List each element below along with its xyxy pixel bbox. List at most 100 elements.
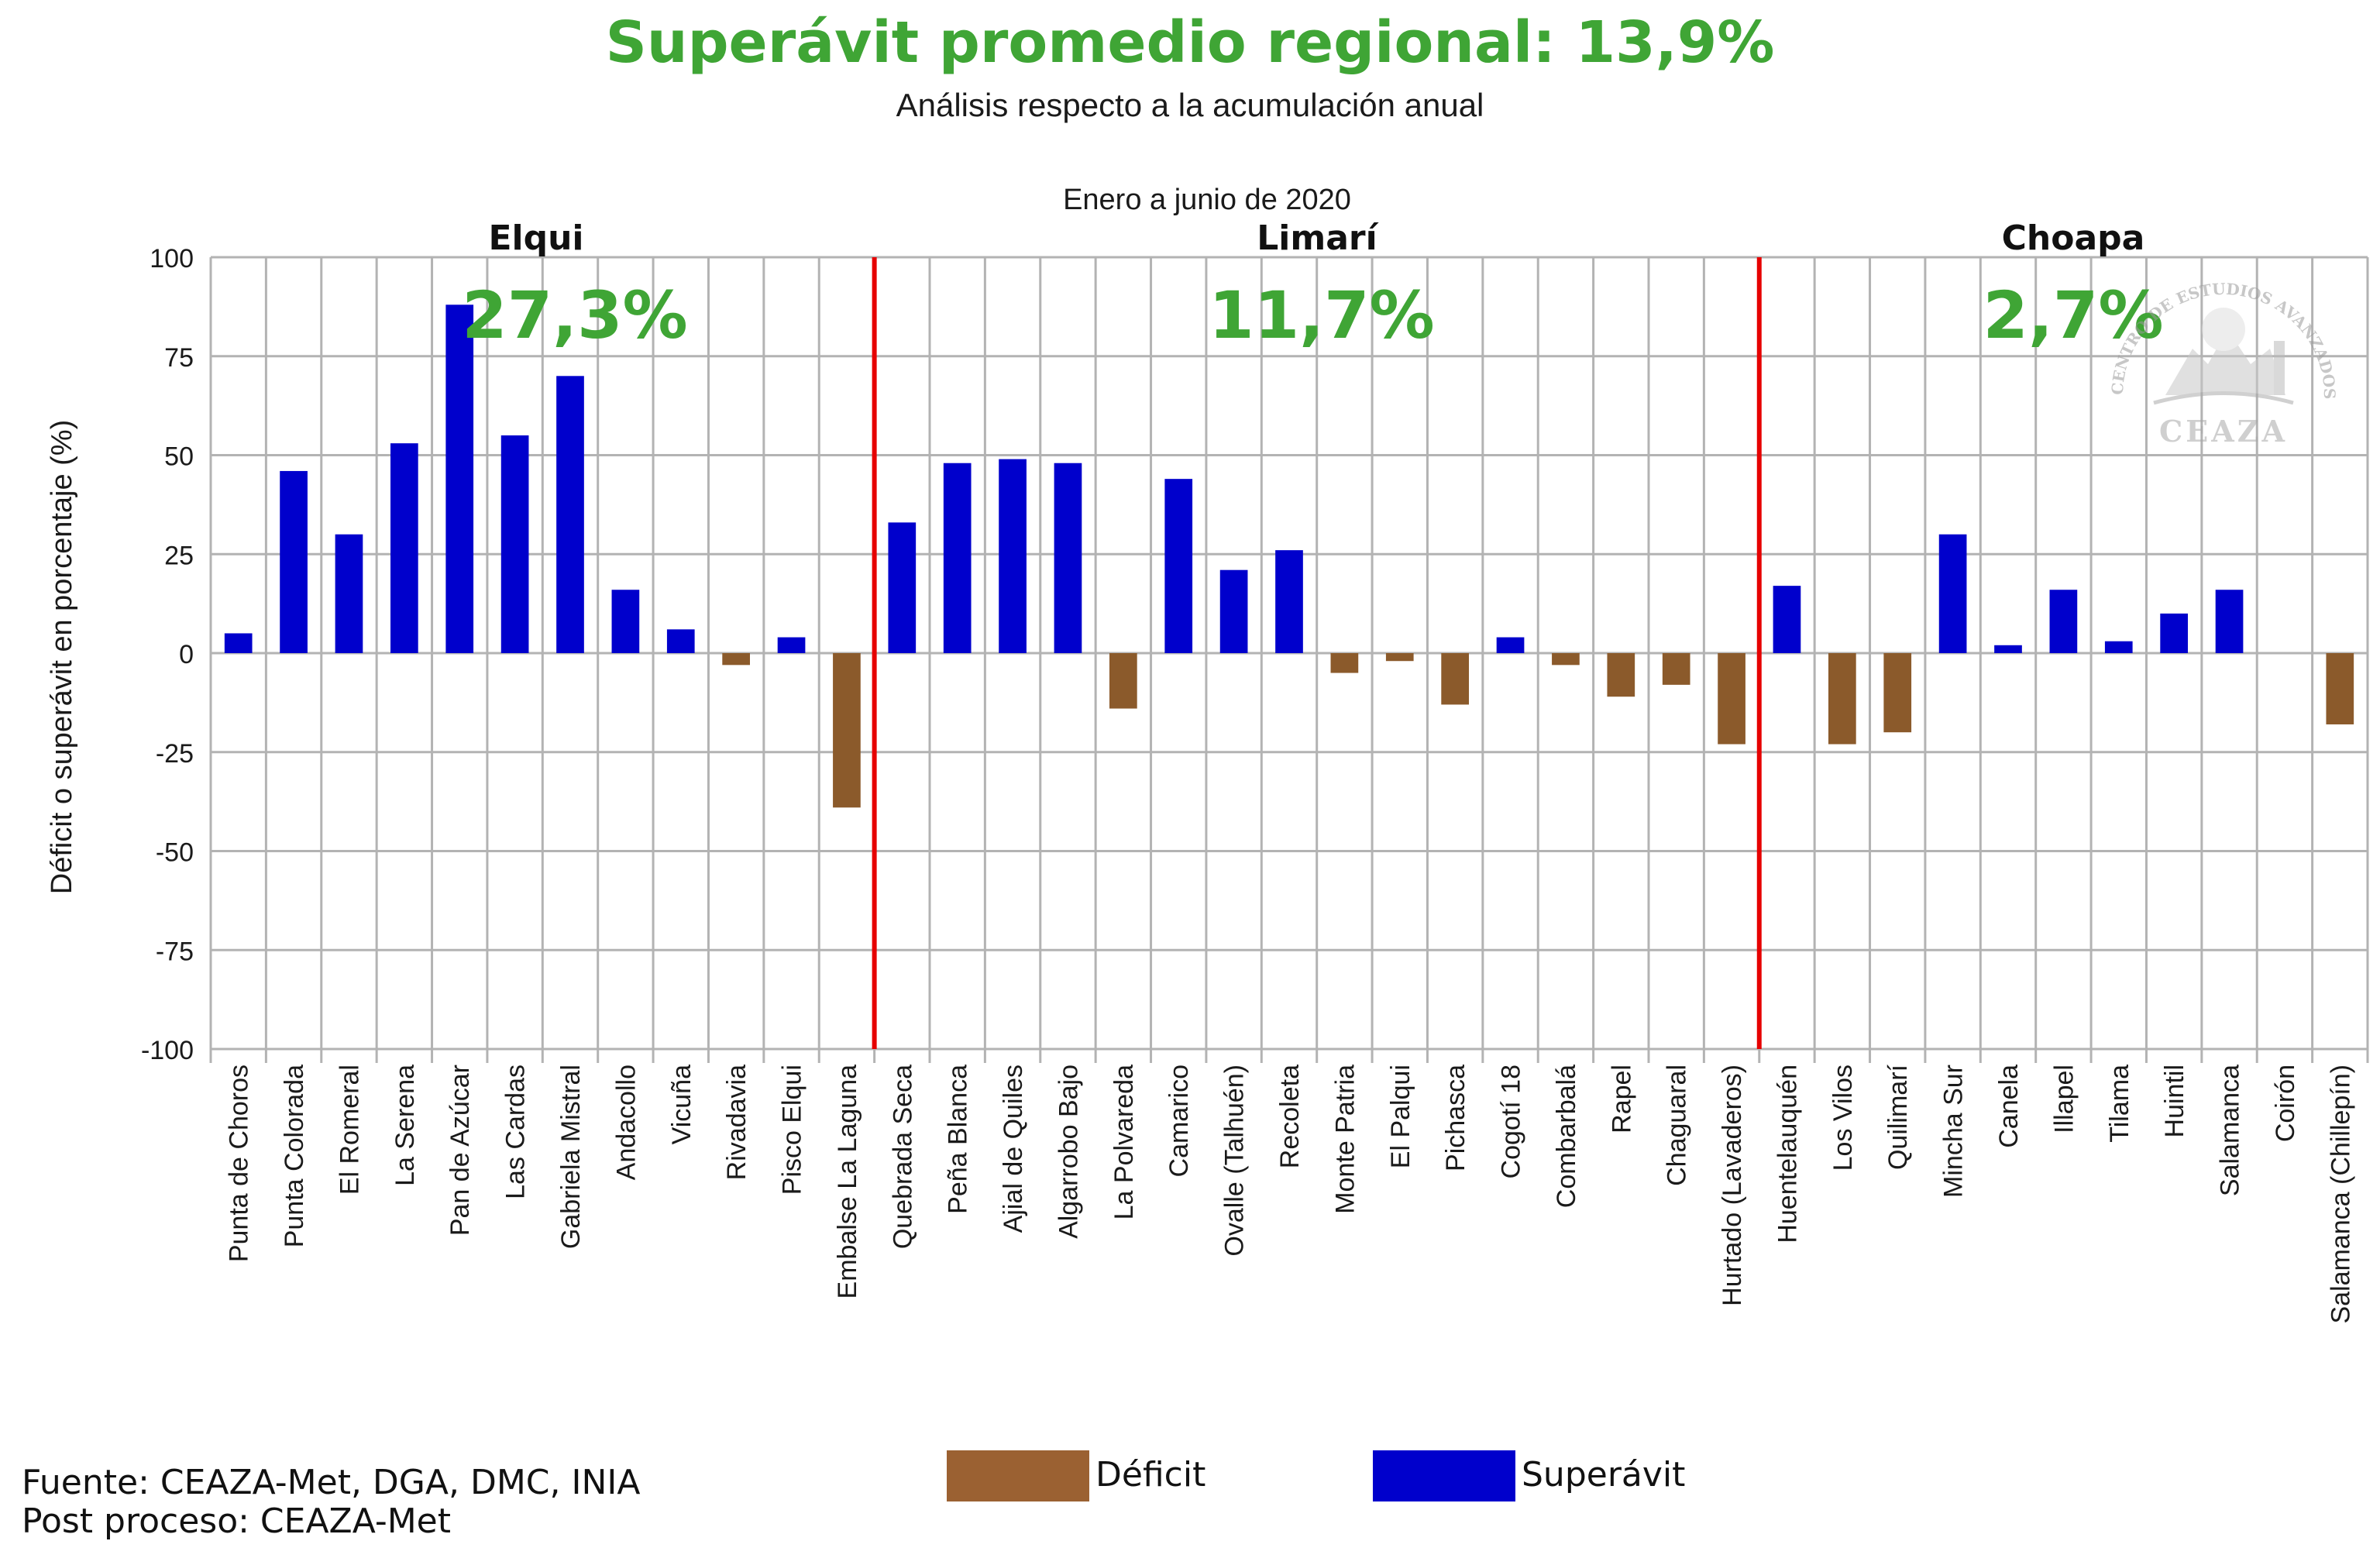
- y-tick-label: 50: [164, 442, 194, 472]
- bar-pan-de-azúcar: [445, 304, 474, 653]
- x-tick-label: Salamanca: [2216, 1065, 2245, 1196]
- region-value: 2,7%: [1983, 277, 2164, 353]
- bar-la-polvareda: [1109, 653, 1137, 709]
- x-tick-label: Huentelauquén: [1773, 1065, 1802, 1243]
- bar-combarbalá: [1552, 653, 1580, 666]
- x-tick-label: Hurtado (Lavaderos): [1718, 1065, 1747, 1306]
- x-tick-label: Ovalle (Talhuén): [1220, 1065, 1250, 1257]
- bar-gabriela-mistral: [556, 376, 584, 653]
- x-tick-label: Pan de Azúcar: [445, 1065, 475, 1236]
- bar-las-cardas: [500, 435, 529, 653]
- region-dividers: [872, 257, 1762, 1049]
- x-tick-label: El Romeral: [335, 1065, 364, 1195]
- footer-source: Fuente: CEAZA-Met, DGA, DMC, INIA: [22, 1463, 641, 1502]
- y-tick-label: 100: [150, 244, 194, 273]
- y-tick-label: -75: [156, 937, 194, 966]
- x-tick-label: Quebrada Seca: [888, 1065, 917, 1249]
- y-tick-label: -50: [156, 838, 194, 868]
- x-tick-label: Salamanca (Chillepín): [2326, 1065, 2355, 1324]
- bar-huentelauquén: [1773, 586, 1801, 653]
- bar-la-serena: [390, 443, 418, 653]
- x-tick-label: Andacollo: [611, 1065, 641, 1180]
- bar-cogotí-18: [1496, 637, 1525, 653]
- x-tick-label: Huintil: [2160, 1065, 2189, 1137]
- bar-ovalle-talhuén-: [1219, 569, 1248, 653]
- x-tick-label: La Serena: [390, 1065, 420, 1186]
- legend-superavit-label: Superávit: [1522, 1455, 1686, 1495]
- x-tick-label: Monte Patria: [1330, 1065, 1360, 1214]
- region-name: Limarí: [1257, 218, 1379, 258]
- x-tick-label: Pisco Elqui: [778, 1065, 807, 1195]
- x-tick-label: Los Vilos: [1828, 1065, 1858, 1171]
- main-title: Superávit promedio regional: 13,9%: [605, 9, 1775, 76]
- bar-punta-colorada: [280, 470, 308, 653]
- bar-chart: Enero a junio de 2020 Déficit o superávi…: [46, 184, 2369, 1324]
- bar-tilama: [2104, 641, 2133, 653]
- x-tick-label: Vicuña: [667, 1065, 696, 1144]
- x-tick-label: Tilama: [2105, 1065, 2134, 1143]
- bar-rapel: [1607, 653, 1635, 697]
- bar-pisco-elqui: [777, 637, 806, 653]
- bar-el-romeral: [335, 534, 363, 653]
- bar-canela: [1994, 645, 2022, 653]
- y-tick-label: -100: [141, 1036, 194, 1065]
- region-name: Elqui: [488, 218, 583, 258]
- bar-huintil: [2160, 613, 2188, 653]
- bar-camarico: [1164, 479, 1193, 653]
- footer-post-process: Post proceso: CEAZA-Met: [22, 1501, 451, 1541]
- bar-embalse-la-laguna: [833, 653, 861, 808]
- x-tick-labels: Punta de Choros Punta Colorada El Romeral L…: [225, 1064, 2356, 1323]
- x-tick-label: La Polvareda: [1109, 1065, 1139, 1219]
- x-tick-label: Illapel: [2049, 1065, 2079, 1133]
- x-tick-label: Chaguaral: [1663, 1065, 1692, 1186]
- logo-name: CEAZA: [2159, 414, 2288, 449]
- bar-quebrada-seca: [888, 522, 917, 653]
- x-tick-label: Pichasca: [1441, 1065, 1470, 1171]
- grid-lines: [209, 256, 2369, 1063]
- main-subtitle: Análisis respecto a la acumulación anual: [896, 87, 1484, 123]
- x-tick-label: Quilimarí: [1883, 1064, 1913, 1170]
- bar-salamanca-chillepín-: [2326, 653, 2354, 724]
- bar-andacollo: [611, 590, 640, 653]
- bar-illapel: [2049, 590, 2078, 653]
- bar-los-vilos: [1828, 653, 1856, 745]
- x-tick-label: Rivadavia: [722, 1065, 751, 1180]
- bar-salamanca: [2215, 590, 2244, 653]
- bar-punta-de-choros: [224, 633, 253, 653]
- x-tick-label: Algarrobo Bajo: [1054, 1065, 1083, 1239]
- y-axis-label: Déficit o superávit en porcentaje (%): [46, 420, 78, 895]
- x-tick-label: Punta de Choros: [225, 1065, 254, 1262]
- region-labels: Elqui 27,3% Limarí 11,7% Choapa 2,7%: [462, 218, 2163, 353]
- legend-superavit-swatch: [1373, 1450, 1515, 1501]
- bar-chaguaral: [1662, 653, 1690, 685]
- x-tick-label: Coirón: [2271, 1065, 2300, 1142]
- x-tick-label: Gabriela Mistral: [556, 1065, 586, 1249]
- region-name: Choapa: [2002, 218, 2145, 258]
- x-tick-label: Camarico: [1164, 1065, 1194, 1177]
- bar-hurtado-lavaderos-: [1718, 653, 1745, 745]
- bar-ajial-de-quiles: [999, 459, 1027, 653]
- bar-mincha-sur: [1938, 534, 1967, 653]
- x-tick-label: Canela: [1994, 1065, 2024, 1148]
- y-tick-label: 0: [179, 640, 194, 669]
- chart-title: Enero a junio de 2020: [1063, 184, 1351, 216]
- bar-el-palqui: [1385, 653, 1414, 662]
- bar-algarrobo-bajo: [1054, 463, 1082, 653]
- x-tick-label: El Palqui: [1386, 1065, 1415, 1168]
- x-tick-label: Ajial de Quiles: [999, 1065, 1028, 1233]
- x-tick-label: Embalse La Laguna: [833, 1065, 862, 1299]
- region-value: 27,3%: [462, 277, 687, 353]
- x-tick-label: Las Cardas: [501, 1065, 531, 1199]
- x-tick-label: Rapel: [1607, 1065, 1636, 1133]
- y-tick-label: 75: [164, 343, 194, 373]
- y-tick-label: 25: [164, 541, 194, 570]
- bar-pichasca: [1441, 653, 1469, 705]
- legend-deficit-label: Déficit: [1095, 1455, 1206, 1495]
- bar-vicuña: [666, 629, 695, 653]
- x-tick-label: Cogotí 18: [1497, 1065, 1526, 1178]
- x-tick-label: Combarbalá: [1552, 1065, 1581, 1208]
- x-tick-label: Mincha Sur: [1939, 1065, 1969, 1198]
- bar-peña-blanca: [943, 463, 972, 653]
- y-tick-labels: 100 75 50 25 0 -25 -50 -75 -100: [141, 244, 194, 1065]
- bar-quilimarí: [1883, 653, 1912, 733]
